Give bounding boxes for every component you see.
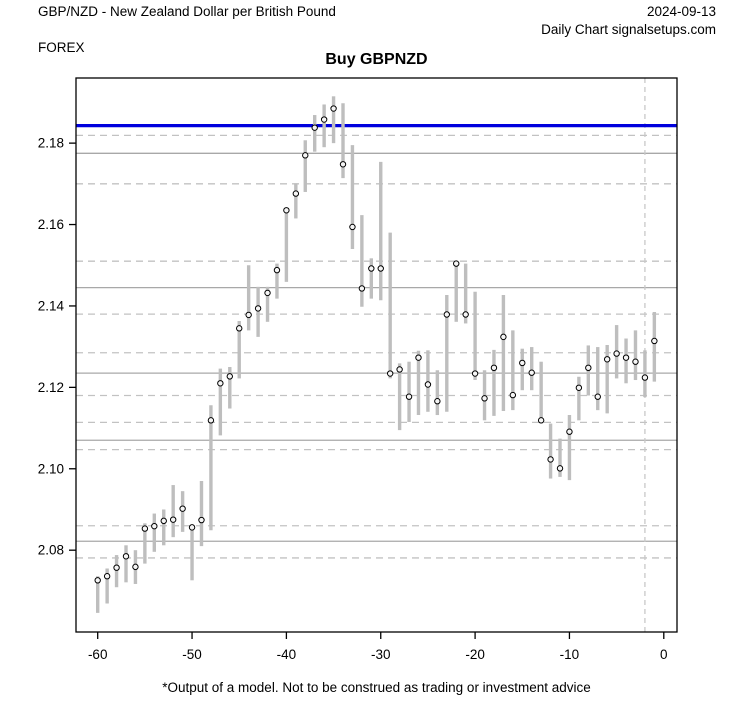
close-dot <box>368 265 375 272</box>
x-tick-label: -20 <box>465 647 485 662</box>
close-dot <box>273 266 281 274</box>
close-dot <box>330 105 337 112</box>
close-dot <box>405 393 413 400</box>
close-dot <box>509 391 517 399</box>
close-dot <box>585 364 592 372</box>
x-tick-label: -60 <box>88 647 108 662</box>
y-tick-label: 2.18 <box>38 136 64 151</box>
close-dot <box>141 525 149 532</box>
close-dot <box>245 311 252 319</box>
close-dot <box>641 374 649 381</box>
close-dot <box>151 522 158 530</box>
x-tick-label: 0 <box>660 647 668 662</box>
close-dot <box>217 380 224 387</box>
close-dot <box>198 516 205 524</box>
disclaimer: *Output of a model. Not to be construed … <box>162 680 591 695</box>
close-dot <box>415 354 422 361</box>
y-tick-label: 2.12 <box>38 380 64 395</box>
x-tick-label: -30 <box>371 647 391 662</box>
close-dot <box>226 373 233 380</box>
close-dot <box>396 366 403 373</box>
close-dot <box>103 573 111 580</box>
close-dot <box>490 364 498 372</box>
close-dot <box>424 381 432 388</box>
close-dot <box>311 124 318 131</box>
x-tick-label: -50 <box>182 647 202 662</box>
close-dot <box>443 311 450 318</box>
y-tick-label: 2.08 <box>38 543 64 558</box>
y-tick-label: 2.14 <box>38 298 65 313</box>
x-tick-label: -40 <box>277 647 297 662</box>
close-dot <box>481 395 488 402</box>
close-dot <box>292 190 300 197</box>
close-dot <box>603 356 611 363</box>
close-dot <box>386 370 394 377</box>
market-label: FOREX <box>38 40 85 55</box>
close-dot <box>113 564 120 571</box>
instrument-title: GBP/NZD - New Zealand Dollar per British… <box>38 4 336 19</box>
close-dot <box>547 456 554 463</box>
close-dot <box>519 359 526 367</box>
close-dot <box>283 207 290 214</box>
close-dot <box>632 358 639 365</box>
close-dot <box>132 563 139 571</box>
close-dot <box>236 325 243 332</box>
close-dot <box>566 428 573 435</box>
report-date: 2024-09-13 <box>646 4 716 19</box>
close-dot <box>500 333 507 341</box>
close-dot <box>594 393 601 400</box>
close-dot <box>622 354 630 361</box>
close-dot <box>651 337 658 345</box>
close-dot <box>254 305 262 312</box>
close-dot <box>160 517 167 525</box>
close-dot <box>179 505 186 512</box>
close-dot <box>471 370 479 377</box>
plot-border <box>75 77 678 633</box>
close-dot <box>302 152 309 159</box>
close-dot <box>349 223 356 231</box>
close-dot <box>339 161 347 168</box>
chart-source: Daily Chart signalsetups.com <box>541 22 716 37</box>
close-dot <box>556 465 564 472</box>
close-dot <box>122 553 130 560</box>
close-dot <box>613 350 620 357</box>
close-dot <box>377 265 384 272</box>
close-dot <box>207 417 215 424</box>
x-tick-label: -10 <box>560 647 580 662</box>
chart-title: Buy GBPNZD <box>325 51 428 68</box>
close-dot <box>264 289 271 297</box>
y-tick-label: 2.10 <box>38 461 64 476</box>
close-dot <box>462 311 469 318</box>
close-dot <box>320 116 328 123</box>
y-tick-label: 2.16 <box>38 217 64 232</box>
close-dot <box>188 524 196 531</box>
close-dot <box>169 516 177 523</box>
close-dot <box>434 398 441 405</box>
close-dot <box>537 417 545 424</box>
close-dot <box>528 369 535 376</box>
close-dot <box>575 384 583 391</box>
close-dot <box>94 577 101 584</box>
close-dot <box>453 260 460 267</box>
close-dot <box>358 285 366 292</box>
